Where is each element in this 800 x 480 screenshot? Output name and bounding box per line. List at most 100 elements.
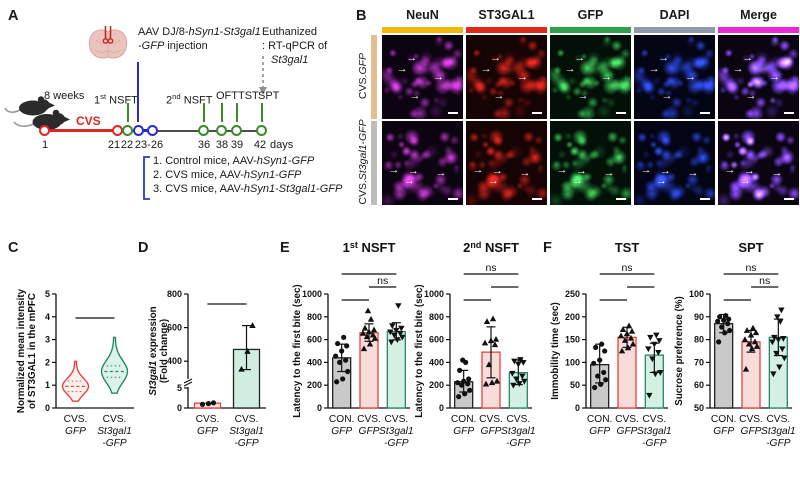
euthanized-text: Euthanized (262, 26, 318, 38)
tst-label: TST (238, 90, 259, 102)
pointer-arrow-icon: → (487, 175, 499, 188)
data-point (337, 359, 343, 365)
data-point (387, 329, 394, 336)
data-point (510, 382, 517, 389)
data-point (742, 365, 750, 372)
chart-text: St3gal1 (229, 426, 264, 437)
chart-text: ns (485, 262, 496, 274)
data-point (717, 314, 723, 320)
chart-text: CON. (329, 414, 354, 425)
arrow-shaft (126, 103, 130, 122)
data-point (774, 314, 781, 321)
chart-text: 90 (694, 312, 704, 322)
data-point (646, 392, 653, 399)
chart-text: 0 (439, 403, 444, 413)
micrograph-dapi-row1: → → → → (634, 35, 715, 119)
data-point (489, 315, 497, 322)
data-point (771, 334, 778, 341)
chart-text: St3gal1 (97, 426, 132, 437)
chart-text: 800 (307, 312, 322, 322)
data-point (618, 347, 626, 354)
data-point (459, 382, 465, 388)
micrograph-neun-row2: → → → → (382, 121, 463, 205)
chart-text: St3gal1 expression (148, 306, 159, 395)
data-point (516, 381, 523, 387)
chart-text: 600 (167, 323, 182, 333)
pointer-arrow-icon: → (659, 164, 671, 177)
chart-text: 0 (317, 403, 322, 413)
data-point (334, 379, 340, 385)
panel-b-label: B (356, 8, 367, 24)
chart-text: 600 (429, 335, 444, 345)
chart-text: 2nd NSFT (463, 240, 519, 255)
chart-text: 60 (694, 380, 704, 390)
chart-text: CVS. (196, 414, 220, 425)
pointer-arrow-icon: → (571, 175, 583, 188)
data-point (519, 373, 526, 380)
data-point (652, 371, 659, 378)
chart-text: SPT (738, 240, 763, 255)
data-point (457, 367, 463, 373)
data-point (462, 391, 468, 397)
data-point (482, 380, 490, 387)
chart-text: 100 (689, 289, 704, 299)
data-point (399, 334, 406, 341)
panel-f-label: F (543, 240, 552, 256)
column-header-dapi: DAPI (659, 8, 690, 22)
scale-bar (616, 112, 626, 114)
mice-icon (4, 96, 70, 130)
data-point (741, 336, 749, 342)
data-point (460, 357, 466, 363)
data-point (360, 345, 368, 352)
chart-text: ns (621, 262, 632, 274)
pointer-arrow-icon: → (574, 52, 586, 65)
data-point (743, 327, 751, 333)
data-point (597, 357, 603, 363)
data-point (488, 379, 496, 386)
data-point (601, 369, 607, 376)
data-point (775, 337, 782, 343)
data-point (602, 348, 608, 354)
data-point (361, 324, 369, 331)
chart-text: 800 (167, 289, 182, 299)
scale-bar (784, 112, 794, 114)
chart-text: CVS. (64, 414, 88, 425)
data-point (521, 378, 528, 385)
data-point (747, 331, 755, 338)
chart-text: GFP (331, 426, 352, 437)
pointer-arrow-icon: → (577, 90, 589, 103)
chart-text: CVS. (235, 414, 259, 425)
data-point (369, 331, 377, 338)
chart-spt: 50 60 70 80 90 100 Sucrose preference (%) SPT CO… (674, 240, 796, 449)
data-point (199, 401, 206, 407)
data-point (340, 376, 346, 382)
data-point (359, 329, 367, 336)
pointer-arrow-icon: → (640, 163, 652, 176)
data-point (483, 318, 491, 324)
panel-b: B NeuN → → → → → → → → ST3GAL1 → → → → → → → → GFP → → → → → → → →… (352, 0, 800, 220)
chart-text: of ST3GAL1 in the mPFC (27, 293, 38, 409)
data-point (335, 340, 341, 347)
data-point (389, 323, 396, 330)
row-color-strip (371, 121, 377, 205)
injection-arrow-icon (132, 62, 144, 122)
data-point (657, 370, 664, 376)
timeline-main-segment (128, 129, 265, 132)
pointer-arrow-icon: → (655, 175, 667, 188)
data-point (238, 365, 245, 372)
pointer-arrow-icon: → (556, 163, 568, 176)
timeline-injection-segment (139, 129, 154, 132)
column-color-bar (634, 27, 715, 33)
micrograph-dapi-row2: → → → → (634, 121, 715, 205)
data-point (491, 341, 499, 348)
pointer-arrow-icon: → (732, 63, 744, 76)
timeline-day-label: 39 (230, 139, 244, 151)
nsft1-label: 1st NSFT (94, 92, 138, 107)
arrow-shaft (220, 103, 224, 122)
pointer-arrow-icon: → (403, 175, 415, 188)
chart-text: 4 (45, 312, 50, 322)
panel-a-label: A (8, 8, 19, 24)
pointer-arrow-icon: → (433, 70, 445, 83)
scale-bar (784, 198, 794, 200)
